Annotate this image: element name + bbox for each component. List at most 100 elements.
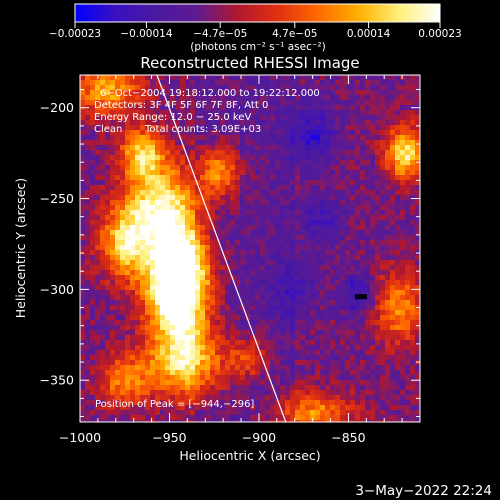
heatmap-cell [155, 300, 161, 306]
heatmap-cell [270, 245, 276, 251]
heatmap-cell [280, 170, 286, 176]
heatmap-cell [395, 305, 401, 311]
heatmap-cell [265, 210, 271, 216]
heatmap-cell [240, 235, 246, 241]
heatmap-cell [245, 325, 251, 331]
heatmap-cell [275, 415, 281, 421]
heatmap-cell [140, 175, 146, 181]
heatmap-cell [240, 285, 246, 291]
heatmap-cell [350, 260, 356, 266]
heatmap-cell [220, 150, 226, 156]
heatmap-cell [125, 325, 131, 331]
heatmap-cell [380, 100, 386, 106]
heatmap-cell [370, 185, 376, 191]
heatmap-cell [195, 230, 201, 236]
heatmap-cell [135, 410, 141, 416]
heatmap-cell [170, 365, 176, 371]
heatmap-cell [405, 190, 411, 196]
heatmap-cell [305, 415, 311, 421]
heatmap-cell [185, 255, 191, 261]
heatmap-cell [130, 410, 136, 416]
heatmap-cell [390, 105, 396, 111]
heatmap-cell [190, 265, 196, 271]
heatmap-cell [285, 335, 291, 341]
heatmap-cell [340, 115, 346, 121]
heatmap-cell [105, 155, 111, 161]
heatmap-cell [315, 200, 321, 206]
heatmap-cell [370, 395, 376, 401]
heatmap-cell [170, 255, 176, 261]
heatmap-cell [300, 370, 306, 376]
heatmap-cell [225, 380, 231, 386]
heatmap-cell [230, 145, 236, 151]
heatmap-cell [355, 400, 361, 406]
heatmap-cell [390, 185, 396, 191]
heatmap-cell [390, 390, 396, 396]
heatmap-cell [240, 390, 246, 396]
heatmap-cell [265, 145, 271, 151]
heatmap-cell [200, 205, 206, 211]
heatmap-cell [295, 260, 301, 266]
heatmap-cell [205, 315, 211, 321]
heatmap-cell [210, 280, 216, 286]
heatmap-cell [365, 250, 371, 256]
heatmap-cell [170, 85, 176, 91]
heatmap-cell [400, 145, 406, 151]
heatmap-cell [295, 225, 301, 231]
heatmap-cell [130, 165, 136, 171]
heatmap-cell [290, 150, 296, 156]
heatmap-cell [145, 210, 151, 216]
heatmap-cell [205, 80, 211, 86]
heatmap-cell [165, 325, 171, 331]
heatmap-cell [190, 250, 196, 256]
heatmap-cell [255, 145, 261, 151]
heatmap-cell [355, 355, 361, 361]
heatmap-cell [285, 360, 291, 366]
heatmap-cell [415, 100, 420, 106]
heatmap-cell [280, 230, 286, 236]
heatmap-cell [405, 155, 411, 161]
heatmap-cell [275, 205, 281, 211]
heatmap-cell [110, 200, 116, 206]
colorbar [74, 3, 441, 23]
heatmap-cell [150, 235, 156, 241]
heatmap-cell [210, 230, 216, 236]
heatmap-cell [350, 125, 356, 131]
heatmap-cell [185, 140, 191, 146]
heatmap-cell [370, 225, 376, 231]
heatmap-cell [325, 395, 331, 401]
heatmap-cell [260, 215, 266, 221]
heatmap-cell [235, 140, 241, 146]
heatmap-cell [120, 265, 126, 271]
heatmap-cell [130, 215, 136, 221]
heatmap-cell [255, 275, 261, 281]
heatmap-cell [320, 240, 326, 246]
heatmap-cell [325, 340, 331, 346]
heatmap-cell [365, 190, 371, 196]
heatmap-cell [330, 110, 336, 116]
heatmap-cell [340, 145, 346, 151]
heatmap-cell [85, 120, 91, 126]
heatmap-cell [380, 205, 386, 211]
heatmap-cell [150, 270, 156, 276]
heatmap-cell [105, 260, 111, 266]
heatmap-cell [230, 395, 236, 401]
heatmap-cell [80, 215, 86, 221]
heatmap-cell [110, 305, 116, 311]
heatmap-cell [340, 205, 346, 211]
heatmap-cell [240, 410, 246, 416]
heatmap-cell [215, 295, 221, 301]
heatmap-cell [155, 130, 161, 136]
heatmap-cell [185, 290, 191, 296]
heatmap-cell [295, 275, 301, 281]
heatmap-cell [205, 130, 211, 136]
heatmap-cell [385, 210, 391, 216]
heatmap-cell [135, 150, 141, 156]
heatmap-cell [230, 80, 236, 86]
heatmap-cell [240, 80, 246, 86]
heatmap-cell [290, 110, 296, 116]
heatmap-cell [120, 260, 126, 266]
heatmap-cell [145, 350, 151, 356]
heatmap-cell [140, 225, 146, 231]
heatmap-cell [340, 225, 346, 231]
